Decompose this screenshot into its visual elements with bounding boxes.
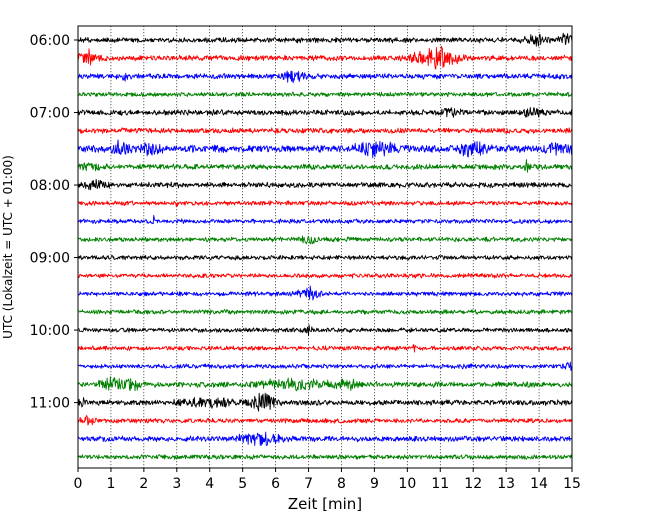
trace-1030 bbox=[77, 361, 573, 371]
trace-1100 bbox=[77, 392, 573, 412]
trace-0730 bbox=[77, 139, 573, 159]
trace-0800 bbox=[77, 179, 573, 191]
trace-0815 bbox=[77, 200, 573, 207]
trace-0615 bbox=[77, 45, 573, 70]
trace-0700 bbox=[77, 107, 573, 118]
x-tick-label: 0 bbox=[74, 476, 83, 492]
x-tick-label: 12 bbox=[464, 476, 482, 492]
trace-0915 bbox=[77, 272, 573, 279]
y-tick-label: 08:00 bbox=[30, 178, 70, 194]
trace-0630 bbox=[77, 70, 573, 84]
trace-0900 bbox=[77, 254, 573, 261]
y-tick-label: 11:00 bbox=[30, 396, 70, 412]
x-tick-label: 10 bbox=[398, 476, 416, 492]
trace-1000 bbox=[77, 324, 573, 336]
x-tick-label: 11 bbox=[431, 476, 449, 492]
y-axis-ticks: 06:00 07:00 08:00 09:00 10:00 11:00 bbox=[30, 33, 78, 412]
trace-1145 bbox=[77, 454, 573, 460]
trace-1130 bbox=[77, 431, 573, 446]
trace-1015 bbox=[77, 344, 573, 353]
x-tick-label: 13 bbox=[497, 476, 515, 492]
trace-0845 bbox=[77, 235, 573, 245]
x-tick-label: 3 bbox=[172, 476, 181, 492]
x-axis-label: Zeit [min] bbox=[288, 495, 362, 513]
trace-0830 bbox=[77, 214, 573, 225]
trace-0600 bbox=[77, 32, 573, 47]
x-axis-ticks: 0 1 2 3 4 5 6 7 8 9 10 11 12 13 14 15 bbox=[74, 468, 581, 492]
x-tick-label: 4 bbox=[205, 476, 214, 492]
x-tick-label: 15 bbox=[563, 476, 581, 492]
x-tick-label: 7 bbox=[304, 476, 313, 492]
y-tick-label: 07:00 bbox=[30, 106, 70, 122]
y-tick-label: 09:00 bbox=[30, 251, 70, 267]
trace-0715 bbox=[77, 127, 573, 134]
trace-1115 bbox=[77, 415, 573, 426]
plot-frame bbox=[77, 25, 573, 469]
x-tick-label: 2 bbox=[139, 476, 148, 492]
x-tick-label: 6 bbox=[271, 476, 280, 492]
trace-0945 bbox=[77, 309, 573, 315]
x-tick-label: 1 bbox=[106, 476, 115, 492]
y-axis-label: UTC (Lokalzeit = UTC + 01:00) bbox=[1, 155, 15, 339]
x-tick-label: 9 bbox=[370, 476, 379, 492]
y-tick-label: 06:00 bbox=[30, 33, 70, 49]
trace-1045 bbox=[77, 376, 573, 392]
x-tick-label: 5 bbox=[238, 476, 247, 492]
trace-0645 bbox=[77, 91, 573, 98]
x-tick-label: 8 bbox=[337, 476, 346, 492]
seismogram-traces bbox=[77, 32, 573, 460]
trace-0745 bbox=[77, 159, 573, 173]
y-tick-label: 10:00 bbox=[30, 323, 70, 339]
trace-0930 bbox=[77, 285, 573, 301]
x-tick-label: 14 bbox=[530, 476, 548, 492]
